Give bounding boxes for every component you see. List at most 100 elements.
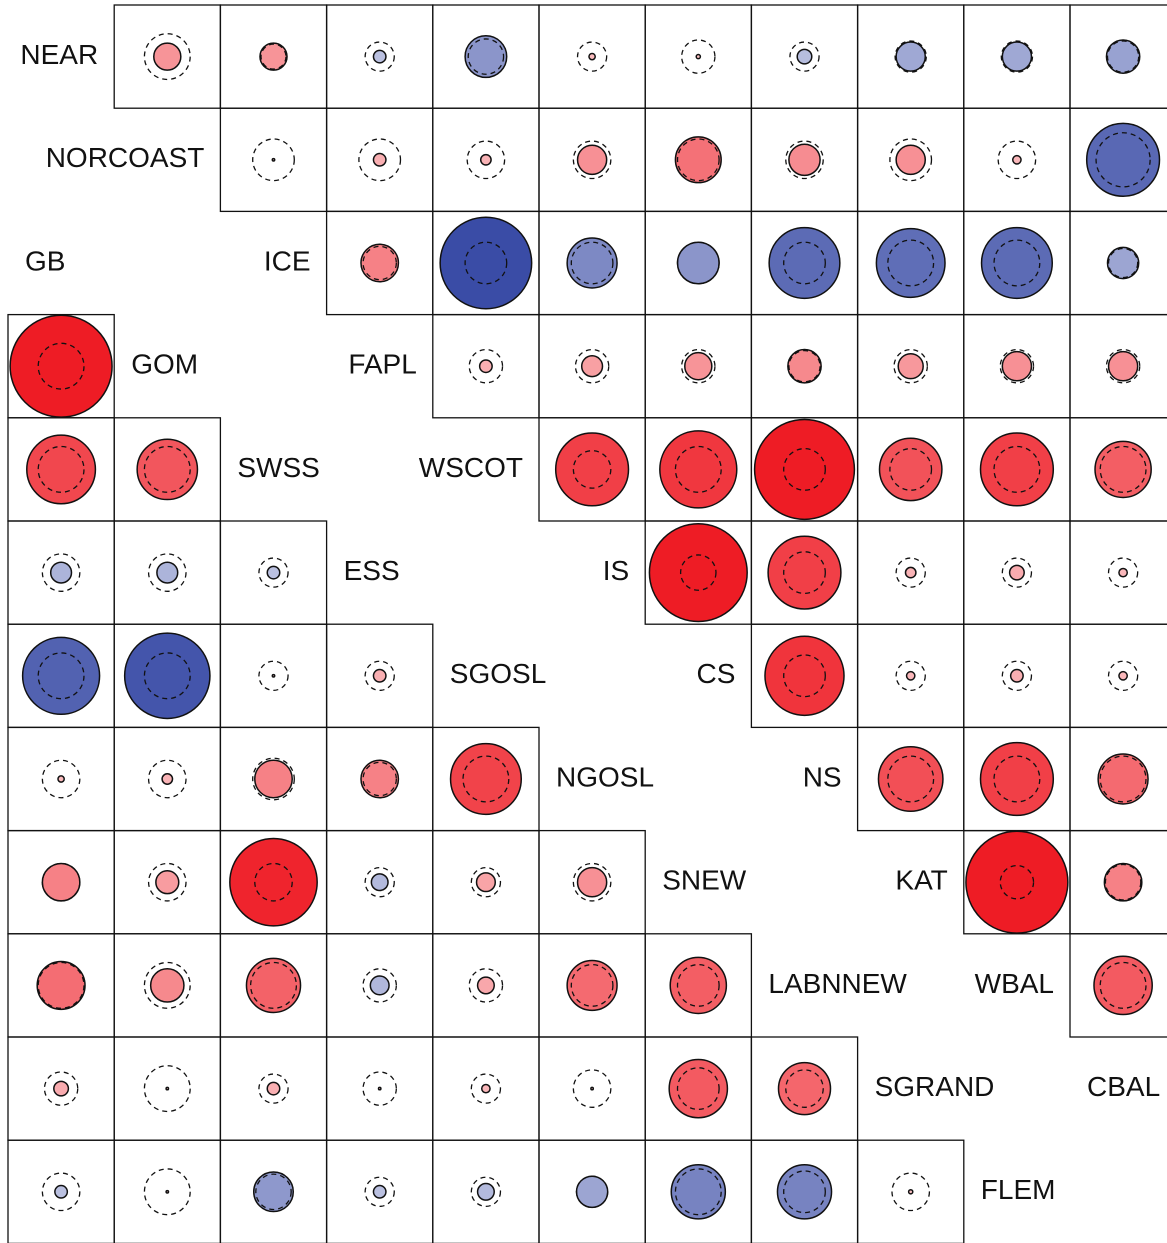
threshold-circle xyxy=(997,140,1037,180)
threshold-circle xyxy=(258,1073,289,1104)
threshold-circle xyxy=(37,652,85,700)
correlation-circle xyxy=(753,418,856,521)
lower-label: GOM xyxy=(131,349,198,380)
threshold-circle xyxy=(41,759,81,799)
correlation-circle xyxy=(155,870,180,895)
correlation-circle xyxy=(895,41,927,72)
correlation-circle xyxy=(439,216,533,310)
correlation-circle xyxy=(259,42,288,71)
threshold-circle xyxy=(1106,40,1140,73)
correlation-circle xyxy=(449,742,523,816)
upper-label: KAT xyxy=(895,865,947,896)
threshold-circle xyxy=(362,1071,397,1106)
correlation-circle xyxy=(254,759,293,799)
correlation-circle xyxy=(980,226,1054,300)
correlation-circle xyxy=(1118,567,1129,578)
correlation-circle xyxy=(245,957,302,1014)
threshold-circle xyxy=(785,140,824,180)
correlation-circle xyxy=(271,673,276,678)
threshold-circle xyxy=(789,41,820,72)
correlation-circle xyxy=(796,48,813,65)
threshold-circle xyxy=(681,39,716,74)
correlation-circle xyxy=(478,359,493,374)
threshold-circle xyxy=(258,557,289,588)
correlation-circle xyxy=(1107,350,1139,382)
correlation-circle xyxy=(360,759,400,799)
correlation-circle xyxy=(1103,862,1143,902)
cell xyxy=(856,1139,965,1243)
correlation-circle xyxy=(156,561,179,584)
correlation-circle xyxy=(360,243,400,283)
threshold-circle xyxy=(572,1069,612,1108)
correlation-circle xyxy=(372,1184,387,1199)
correlation-circle xyxy=(480,1083,491,1094)
threshold-circle xyxy=(999,864,1035,900)
upper-label: NORCOAST xyxy=(46,142,205,173)
threshold-circle xyxy=(1001,660,1033,692)
correlation-circle xyxy=(266,565,281,580)
correlation-circle xyxy=(767,535,842,610)
correlation-circle xyxy=(895,144,927,176)
correlation-circle xyxy=(21,636,101,716)
threshold-circle xyxy=(470,866,502,898)
upper-label: WSCOT xyxy=(419,452,523,483)
threshold-circle xyxy=(570,241,614,285)
correlation-circle xyxy=(26,434,97,505)
upper-label: WBAL xyxy=(975,968,1054,999)
correlation-circle xyxy=(1001,350,1033,382)
threshold-circle xyxy=(572,140,612,180)
threshold-circle xyxy=(143,1065,191,1113)
threshold-circle xyxy=(783,241,826,285)
threshold-circle xyxy=(1099,961,1147,1009)
correlation-circle xyxy=(588,52,596,61)
threshold-circle xyxy=(1001,557,1033,588)
correlation-circle xyxy=(49,561,73,584)
correlation-circle xyxy=(590,1086,595,1091)
correlation-circle xyxy=(576,866,608,898)
correlation-circle xyxy=(979,741,1055,817)
correlation-circle xyxy=(648,522,748,623)
threshold-circle xyxy=(143,961,191,1009)
threshold-circle xyxy=(895,557,926,588)
threshold-circle xyxy=(891,1172,931,1212)
correlation-circle xyxy=(252,1171,295,1213)
correlation-circle xyxy=(576,144,608,176)
correlation-circle xyxy=(464,35,508,79)
threshold-circle xyxy=(681,348,716,384)
threshold-circle xyxy=(1105,348,1141,384)
lower-label: SWSS xyxy=(237,452,319,483)
correlation-circle xyxy=(53,1080,70,1097)
threshold-circle xyxy=(887,755,935,803)
threshold-circle xyxy=(470,1176,502,1208)
correlation-circle xyxy=(788,143,821,177)
lower-label: GB xyxy=(25,245,65,276)
correlation-circle xyxy=(271,157,276,162)
threshold-circle xyxy=(37,445,85,493)
correlation-circle xyxy=(776,1164,833,1220)
threshold-circle xyxy=(147,759,187,799)
lower-label: SNEW xyxy=(662,865,747,896)
threshold-circle xyxy=(574,348,610,384)
threshold-circle xyxy=(147,553,187,592)
correlation-circle xyxy=(372,49,387,64)
correlation-circle xyxy=(1011,154,1022,165)
threshold-circle xyxy=(143,1168,191,1216)
threshold-circle xyxy=(41,862,81,902)
threshold-circle xyxy=(572,450,612,489)
threshold-circle xyxy=(783,654,826,698)
correlation-circle xyxy=(476,976,495,995)
threshold-circle xyxy=(894,40,927,73)
upper-label: IS xyxy=(603,555,629,586)
threshold-circle xyxy=(147,862,187,902)
threshold-circle xyxy=(676,1067,720,1111)
lower-label: SGOSL xyxy=(450,658,546,689)
correlation-circle xyxy=(965,830,1069,934)
correlation-circle xyxy=(695,53,702,60)
correlation-circle xyxy=(1085,122,1161,197)
threshold-circle xyxy=(464,241,508,285)
threshold-circle xyxy=(674,1168,722,1216)
threshold-circle xyxy=(467,38,505,75)
threshold-circle xyxy=(783,551,826,595)
threshold-circle xyxy=(362,968,397,1003)
threshold-circle xyxy=(252,757,295,801)
